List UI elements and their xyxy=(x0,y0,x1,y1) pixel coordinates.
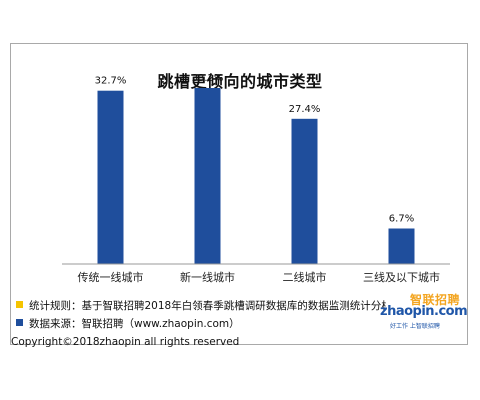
bar-value-label: 33.2% xyxy=(192,73,224,84)
bar xyxy=(291,118,318,264)
logo-brand-cn: 智联招聘 xyxy=(409,293,460,307)
category-tick-label: 传统一线城市 xyxy=(78,270,144,284)
bar-value-label: 6.7% xyxy=(389,214,414,225)
category-tick-label: 三线及以下城市 xyxy=(363,270,440,284)
legend-rule-text: 统计规则：基于智联招聘2018年白领春季跳槽调研数据库的数据监测统计分析 xyxy=(29,300,386,312)
blue-square-icon xyxy=(16,319,23,326)
legend-source: 数据来源：智联招聘（www.zhaopin.com） xyxy=(16,317,386,331)
logo-slogan: 好工作 上智联招聘 xyxy=(390,323,440,330)
bar xyxy=(194,88,221,264)
legend-source-text: 数据来源：智联招聘（www.zhaopin.com） xyxy=(29,318,240,330)
category-tick-label: 新一线城市 xyxy=(180,270,235,284)
bar xyxy=(388,228,415,264)
legend-rule: 统计规则：基于智联招聘2018年白领春季跳槽调研数据库的数据监测统计分析 xyxy=(16,299,386,313)
copyright-text: Copyright©2018zhaopin all rights reserve… xyxy=(11,336,240,348)
bar-value-label: 27.4% xyxy=(289,104,321,115)
bar-value-label: 32.7% xyxy=(95,76,127,87)
zhaopin-logo: 智联招聘 zhaopin.com 好工作 上智联招聘 xyxy=(380,291,468,331)
bar-chart: 32.7% 传统一线城市 33.2% 新一线城市 27.4% 二线城市 6.7% 三线及以下城… xyxy=(62,73,450,284)
category-tick-label: 二线城市 xyxy=(283,270,327,284)
yellow-square-icon xyxy=(16,301,23,308)
chart-frame xyxy=(10,43,468,345)
logo-brand-en: zhaopin.com xyxy=(380,304,468,319)
bar xyxy=(97,90,124,264)
chart-title: 跳槽更倾向的城市类型 xyxy=(157,72,323,91)
